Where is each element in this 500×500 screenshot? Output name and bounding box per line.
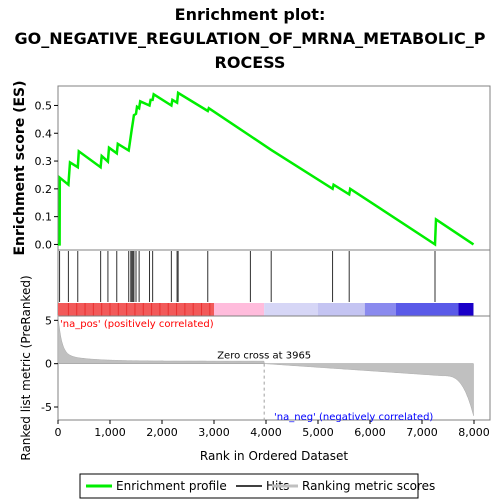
x-tick-label: 7,000: [406, 426, 438, 439]
chart-title-line-3: ROCESS: [215, 53, 286, 72]
x-axis-ticks: 0 1,000 2,000 3,000 4,000 5,000 6,000 7,000 8,00…: [55, 420, 490, 439]
chart-title-line-1: Enrichment plot:: [175, 5, 326, 24]
es-y-axis-label: Enrichment score (ES): [12, 80, 28, 255]
color-bar-segment: [58, 303, 214, 316]
enrichment-profile-line: [58, 90, 475, 247]
negative-correlation-label: 'na_neg' (negatively correlated): [274, 412, 433, 423]
es-y-tick-label: 0.1: [35, 211, 53, 224]
chart-title-line-2: GO_NEGATIVE_REGULATION_OF_MRNA_METABOLIC…: [15, 29, 486, 48]
es-y-tick-label: 0.2: [35, 183, 53, 196]
x-tick-label: 8,000: [458, 426, 490, 439]
x-tick-label: 2,000: [146, 426, 178, 439]
metric-y-tick-label: -5: [41, 401, 52, 414]
es-y-tick-label: 0.5: [35, 99, 53, 112]
x-axis-label: Rank in Ordered Dataset: [200, 449, 348, 463]
color-bar-segment: [264, 303, 318, 316]
metric-y-ticks: -5 0 5: [41, 314, 58, 414]
color-bar-segment: [318, 303, 365, 316]
x-tick-label: 5,000: [302, 426, 334, 439]
x-tick-label: 1,000: [94, 426, 126, 439]
metric-y-tick-label: 5: [45, 314, 52, 327]
legend: Enrichment profile Hits Ranking metric s…: [79, 473, 435, 499]
color-bar-segment: [396, 303, 459, 316]
ranked-color-bar: [58, 303, 474, 316]
es-y-tick-label: 0.0: [35, 238, 53, 251]
legend-enrichment-label: Enrichment profile: [116, 479, 227, 493]
metric-y-axis-label: Ranked list metric (PreRanked): [19, 275, 33, 460]
es-panel-frame: [57, 85, 491, 251]
legend-metric-label: Ranking metric scores: [302, 479, 435, 493]
es-y-tick-label: 0.3: [35, 155, 53, 168]
x-tick-label: 6,000: [354, 426, 386, 439]
zero-cross-label: Zero cross at 3965: [217, 351, 311, 362]
color-bar-segment: [458, 303, 474, 316]
color-bar-segment: [364, 303, 396, 316]
x-tick-label: 0: [55, 426, 62, 439]
es-y-tick-label: 0.4: [35, 127, 53, 140]
hits-marks: [59, 251, 436, 302]
x-tick-label: 3,000: [198, 426, 230, 439]
x-tick-label: 4,000: [250, 426, 282, 439]
metric-y-tick-label: 0: [45, 358, 52, 371]
positive-correlation-label: 'na_pos' (positively correlated): [60, 319, 214, 330]
es-y-ticks: 0.0 0.1 0.2 0.3 0.4 0.5: [35, 99, 58, 251]
color-bar-segment: [214, 303, 265, 316]
